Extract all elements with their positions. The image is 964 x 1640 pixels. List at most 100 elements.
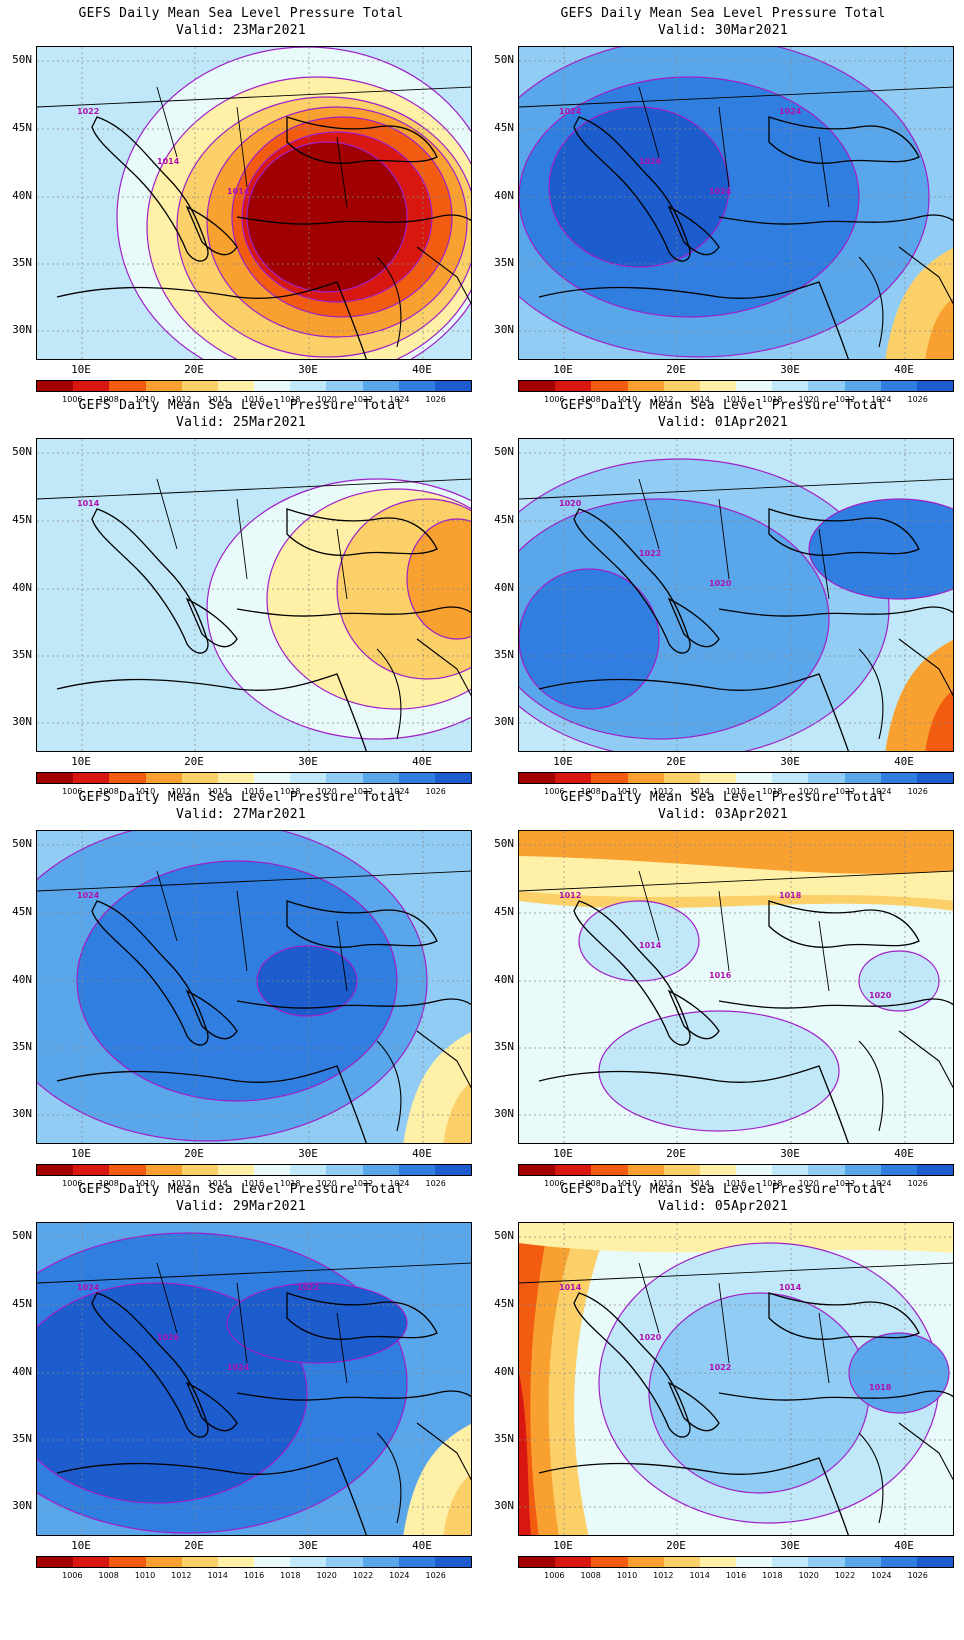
colorbar-level-label: 1006 (544, 787, 565, 796)
pressure-map: 1024 (36, 830, 472, 1144)
contour-label: 1024 (77, 891, 100, 900)
colorbar-level-label: 1016 (243, 787, 265, 796)
map-panel: GEFS Daily Mean Sea Level Pressure Total… (0, 0, 482, 410)
lon-tick-label: 40E (412, 755, 432, 768)
contour-label: 1014 (639, 941, 662, 950)
lon-tick-label: 20E (184, 755, 204, 768)
colorbar-swatch (916, 1165, 954, 1175)
colorbar-swatch (663, 1557, 700, 1567)
colorbar-level-label: 1012 (653, 787, 674, 796)
colorbar-swatch (326, 1165, 363, 1175)
colorbar-level-label: 1010 (134, 395, 156, 404)
lat-tick-label: 35N (12, 1432, 32, 1445)
map-panel: GEFS Daily Mean Sea Level Pressure Total… (0, 1176, 482, 1586)
colorbar-swatch (434, 1165, 472, 1175)
colorbar-swatch (736, 773, 773, 783)
colorbar-level-label: 1006 (544, 395, 565, 404)
colorbar-swatch (880, 1165, 917, 1175)
lon-tick-label: 30E (780, 755, 800, 768)
colorbar-swatch (880, 1557, 917, 1567)
panel-title: GEFS Daily Mean Sea Level Pressure Total (78, 1182, 404, 1197)
colorbar-swatch (398, 773, 435, 783)
colorbar-level-label: 1018 (762, 395, 783, 404)
colorbar-level-label: 1020 (798, 1179, 819, 1188)
colorbar-swatch (434, 1557, 472, 1567)
lat-tick-label: 50N (12, 53, 32, 66)
colorbar-level-label: 1014 (689, 1571, 710, 1580)
colorbar-swatch (844, 773, 881, 783)
colorbar-level-label: 1024 (871, 1571, 892, 1580)
colorbar-swatch (73, 773, 110, 783)
colorbar-level-label: 1012 (653, 1179, 674, 1188)
colorbar-level-label: 1006 (544, 1571, 565, 1580)
colorbar-swatch (326, 381, 363, 391)
colorbar-swatch (37, 381, 74, 391)
colorbar-level-label: 1022 (352, 787, 374, 796)
colorbar-swatch (519, 1165, 556, 1175)
lat-tick-label: 40N (494, 581, 514, 594)
colorbar-swatch (844, 1557, 881, 1567)
panel-title: GEFS Daily Mean Sea Level Pressure Total (560, 6, 886, 21)
lon-tick-label: 20E (666, 755, 686, 768)
colorbar-level-label: 1026 (425, 395, 446, 404)
colorbar-swatch (181, 381, 218, 391)
lon-tick-label: 20E (666, 1147, 686, 1160)
contour-label: 1024 (559, 107, 582, 116)
colorbar-level-label: 1006 (62, 395, 83, 404)
colorbar-swatch (73, 381, 110, 391)
colorbar-swatch (398, 1165, 435, 1175)
colorbar-level-label: 1026 (425, 1179, 446, 1188)
panel-valid-date: Valid: 05Apr2021 (657, 1199, 789, 1214)
lon-tick-label: 20E (666, 1539, 686, 1552)
colorbar-level-label: 1012 (653, 395, 674, 404)
lon-tick-label: 20E (184, 363, 204, 376)
colorbar-swatch (591, 1557, 628, 1567)
colorbar-swatch (880, 773, 917, 783)
colorbar-level-label: 1016 (725, 1571, 747, 1580)
lon-tick-label: 30E (298, 363, 318, 376)
colorbar-swatch (772, 773, 809, 783)
colorbar-level-label: 1008 (98, 787, 119, 796)
colorbar-swatch (145, 1165, 182, 1175)
contour-label: 1026 (157, 1333, 180, 1342)
colorbar-swatch (109, 773, 146, 783)
colorbar-swatch (145, 773, 182, 783)
colorbar-swatch (254, 773, 291, 783)
colorbar (518, 772, 954, 784)
colorbar-swatch (181, 773, 218, 783)
colorbar-swatch (362, 1165, 399, 1175)
colorbar-level-label: 1016 (725, 787, 747, 796)
colorbar (518, 1556, 954, 1568)
colorbar-level-label: 1016 (243, 395, 265, 404)
colorbar-swatch (844, 381, 881, 391)
lat-tick-label: 35N (12, 1040, 32, 1053)
colorbar-level-label: 1022 (834, 1179, 856, 1188)
colorbar-level-label: 1016 (243, 1179, 265, 1188)
colorbar-swatch (555, 773, 592, 783)
contour-label: 1024 (779, 107, 802, 116)
lon-tick-label: 20E (666, 363, 686, 376)
contour-label: 1014 (779, 1283, 802, 1292)
colorbar-swatch (591, 381, 628, 391)
colorbar-level-label: 1008 (98, 1571, 119, 1580)
lon-tick-label: 10E (553, 363, 573, 376)
lat-tick-label: 30N (494, 1107, 514, 1120)
lat-tick-label: 30N (12, 715, 32, 728)
lat-tick-label: 50N (494, 1229, 514, 1242)
colorbar-level-label: 1006 (62, 1179, 83, 1188)
contour-label: 1022 (709, 1363, 732, 1372)
colorbar-level-label: 1022 (352, 395, 374, 404)
colorbar-swatch (434, 381, 472, 391)
colorbar-swatch (808, 773, 845, 783)
colorbar-swatch (880, 381, 917, 391)
colorbar-level-label: 1026 (907, 395, 928, 404)
colorbar-swatch (736, 381, 773, 391)
colorbar-level-label: 1008 (580, 1179, 601, 1188)
lat-tick-label: 35N (494, 256, 514, 269)
colorbar (36, 772, 472, 784)
lon-tick-label: 10E (71, 363, 91, 376)
panel-valid-date: Valid: 27Mar2021 (175, 807, 307, 822)
colorbar-level-label: 1024 (389, 395, 410, 404)
pressure-map: 1022 1014 1014 (36, 46, 472, 360)
lat-tick-label: 30N (494, 715, 514, 728)
